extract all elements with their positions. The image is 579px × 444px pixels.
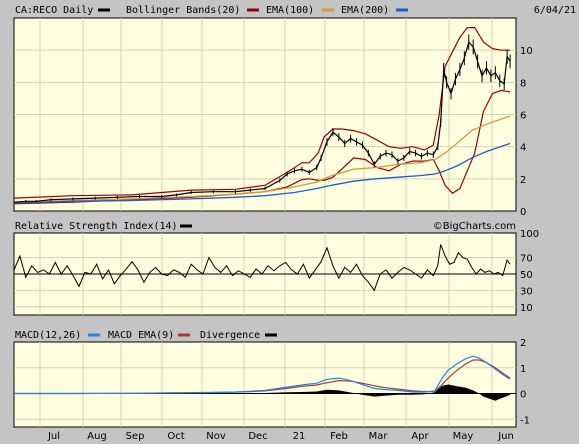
x-month-label: May — [453, 431, 474, 442]
macd-legend-label: MACD(12,26) — [15, 330, 81, 341]
p3-ytick-label: 1 — [520, 364, 526, 375]
p1-ytick-label: 0 — [520, 207, 526, 218]
x-month-label: Oct — [167, 431, 184, 442]
x-month-label: Apr — [411, 431, 429, 442]
price-panel: 0 2 4 6 8 10 CA:RECO Daily Bollinger Bands(20… — [13, 5, 576, 218]
price-series-ema200 — [13, 142, 511, 204]
legend-ema200-label: EMA(200) — [341, 5, 389, 16]
x-month-label: Aug — [87, 431, 107, 442]
x-month-label: Sep — [126, 431, 145, 442]
p3-ytick-label: 0 — [520, 390, 526, 401]
symbol-label: CA:RECO Daily — [15, 5, 93, 16]
p2-ytick-label: 10 — [520, 303, 533, 314]
p1-ytick-label: 10 — [520, 46, 533, 57]
p2-ytick-label: 30 — [520, 286, 533, 297]
x-month-label: Dec — [248, 431, 267, 442]
p3-ytick-label: -1 — [520, 415, 530, 426]
p2-ytick-label: 100 — [520, 229, 539, 240]
legend-bollinger-label: Bollinger Bands(20) — [126, 5, 240, 16]
rsi-series — [13, 244, 516, 292]
macd-series — [14, 355, 516, 401]
x-axis-month-labels: Jul Aug Sep Oct Nov Dec 21 Feb Mar Apr May Jun — [47, 431, 514, 442]
x-month-label: Jul — [47, 431, 60, 442]
price-series — [13, 27, 511, 205]
p2-ytick-label: 50 — [520, 270, 533, 281]
macd-ema-legend-label: MACD EMA(9) — [108, 330, 174, 341]
x-month-label: Jun — [497, 431, 514, 442]
p1-ytick-label: 4 — [520, 143, 526, 154]
rsi-tick-labels: 10 30 50 70 100 — [520, 229, 539, 314]
x-month-label: Mar — [369, 431, 389, 442]
macd-panel: MACD(12,26) MACD EMA(9) Divergence -1 0 1 2 — [13, 330, 530, 428]
price-series-close — [13, 40, 511, 203]
x-month-label: Nov — [206, 431, 226, 442]
p1-ytick-label: 6 — [520, 111, 526, 122]
rsi-line — [13, 244, 511, 292]
macd-plot-area — [13, 341, 517, 428]
price-gridlines — [14, 18, 516, 211]
macd-line — [14, 355, 511, 395]
rsi-title: Relative Strength Index(14) — [15, 221, 178, 232]
watermark: ©BigCharts.com — [433, 221, 516, 232]
p1-ytick-label: 2 — [520, 175, 526, 186]
price-tick-labels: 0 2 4 6 8 10 — [520, 46, 533, 218]
x-month-label: Feb — [330, 431, 348, 442]
divergence-legend-label: Divergence — [200, 330, 260, 341]
chart-date: 6/04/21 — [534, 5, 576, 16]
macd-tick-labels: -1 0 1 2 — [520, 338, 530, 426]
rsi-panel: Relative Strength Index(14) ©BigCharts.c… — [13, 221, 539, 316]
legend-ema100-label: EMA(100) — [266, 5, 314, 16]
p1-ytick-label: 8 — [520, 78, 526, 89]
price-series-bollinger-upper — [13, 27, 511, 199]
price-series-ema100 — [13, 115, 511, 203]
p3-ytick-label: 2 — [520, 338, 526, 349]
p2-ytick-label: 70 — [520, 254, 533, 265]
x-month-label: 21 — [293, 431, 306, 442]
